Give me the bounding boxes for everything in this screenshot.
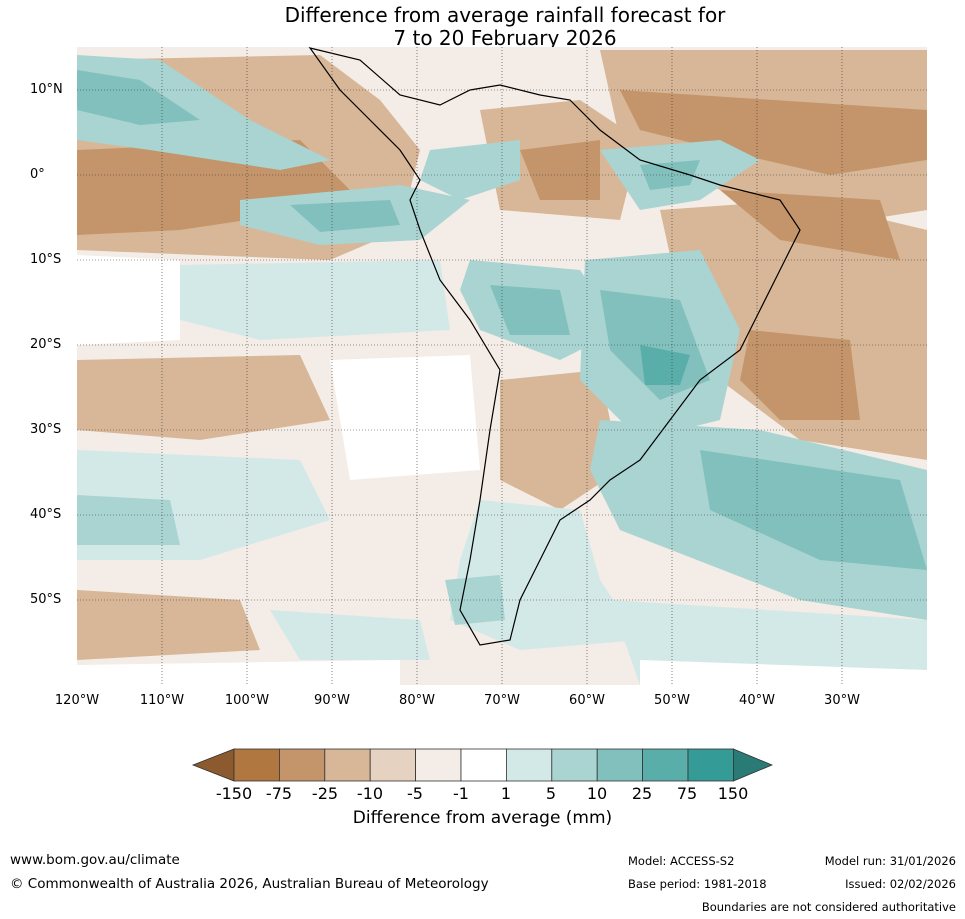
model-name: Model: ACCESS-S2 bbox=[628, 854, 735, 868]
colorbar-tick: -10 bbox=[356, 784, 384, 803]
lat-label-20s: 20°S bbox=[30, 337, 62, 352]
colorbar-tick: 1 bbox=[500, 784, 512, 803]
lat-label-50s: 50°S bbox=[30, 592, 62, 607]
base-period: Base period: 1981-2018 bbox=[628, 877, 767, 891]
lat-label-30s: 30°S bbox=[30, 422, 62, 437]
colorbar-label: Difference from average (mm) bbox=[352, 808, 613, 828]
colorbar-swatch bbox=[551, 748, 598, 782]
lon-label-40w: 40°W bbox=[739, 693, 775, 708]
colorbar-swatch bbox=[596, 748, 644, 782]
lon-label-70w: 70°W bbox=[484, 693, 520, 708]
copyright-text: © Commonwealth of Australia 2026, Austra… bbox=[10, 876, 489, 892]
title-line-1: Difference from average rainfall forecas… bbox=[284, 3, 726, 27]
colorbar-extend-max bbox=[733, 748, 774, 782]
boundaries-disclaimer: Boundaries are not considered authoritat… bbox=[701, 900, 956, 914]
lat-label-10n: 10°N bbox=[30, 82, 63, 97]
coastline bbox=[308, 47, 801, 646]
colorbar-extend-min bbox=[191, 748, 235, 782]
colorbar-swatch bbox=[505, 748, 553, 782]
lon-label-80w: 80°W bbox=[399, 693, 435, 708]
colorbar-swatch bbox=[369, 748, 417, 782]
issued-date: Issued: 02/02/2026 bbox=[845, 877, 956, 891]
bom-url-link[interactable]: www.bom.gov.au/climate bbox=[10, 852, 180, 868]
colorbar-tick: -5 bbox=[407, 784, 423, 803]
lon-label-120w: 120°W bbox=[54, 693, 100, 708]
colorbar-swatch bbox=[278, 748, 326, 782]
model-run: Model run: 31/01/2026 bbox=[824, 854, 956, 868]
colorbar-swatch bbox=[642, 748, 689, 782]
colorbar-swatch bbox=[415, 748, 462, 782]
lon-label-90w: 90°W bbox=[314, 693, 350, 708]
lon-label-100w: 100°W bbox=[224, 693, 270, 708]
graticule bbox=[77, 47, 927, 685]
colorbar-tick: 25 bbox=[631, 784, 653, 803]
colorbar-tick: -150 bbox=[215, 784, 253, 803]
colorbar-swatch bbox=[687, 748, 734, 782]
lon-label-60w: 60°W bbox=[569, 693, 605, 708]
lon-label-110w: 110°W bbox=[139, 693, 185, 708]
lat-label-40s: 40°S bbox=[30, 507, 62, 522]
colorbar-tick: -75 bbox=[265, 784, 293, 803]
colorbar-tick: 5 bbox=[545, 784, 557, 803]
colorbar-tick: 10 bbox=[586, 784, 608, 803]
lon-label-30w: 30°W bbox=[824, 693, 860, 708]
colorbar bbox=[191, 748, 774, 782]
colorbar-swatch bbox=[324, 748, 371, 782]
colorbar-tick: 150 bbox=[717, 784, 749, 803]
colorbar-swatch bbox=[233, 748, 280, 782]
colorbar-tick: -25 bbox=[311, 784, 339, 803]
map-title: Difference from average rainfall forecas… bbox=[0, 4, 965, 50]
colorbar-tick: -1 bbox=[453, 784, 469, 803]
colorbar-tick: 75 bbox=[676, 784, 698, 803]
lon-label-50w: 50°W bbox=[654, 693, 690, 708]
colorbar-swatch bbox=[460, 748, 507, 782]
title-line-2: 7 to 20 February 2026 bbox=[393, 26, 617, 50]
lat-label-0: 0° bbox=[30, 167, 45, 182]
lat-label-10s: 10°S bbox=[30, 252, 62, 267]
